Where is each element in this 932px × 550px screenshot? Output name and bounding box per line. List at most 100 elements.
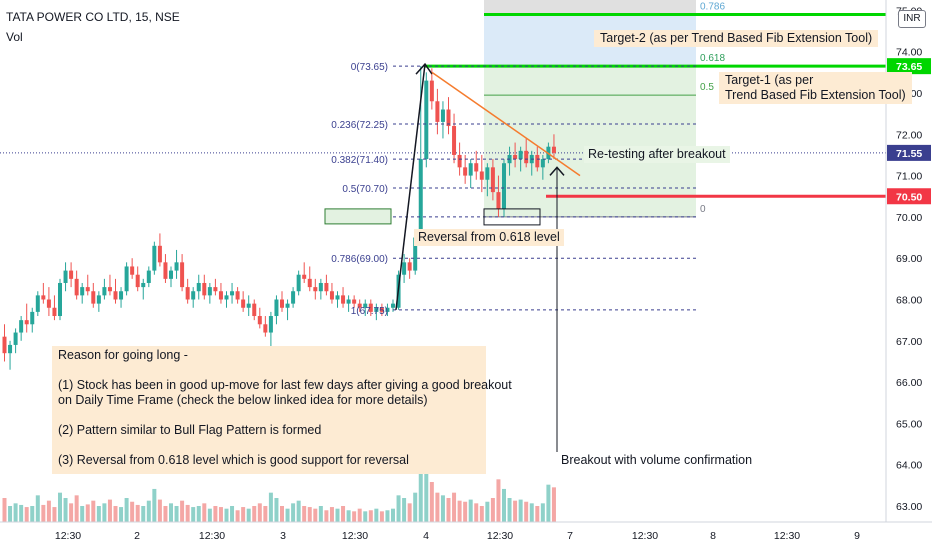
candle-body-19 xyxy=(107,287,112,292)
candle-body-41 xyxy=(230,291,235,296)
currency-button[interactable]: INR xyxy=(898,10,926,28)
volume-label: Vol xyxy=(6,30,23,44)
reason-1: (1) Stock has been in good up-move for l… xyxy=(58,378,512,392)
candle-body-14 xyxy=(80,287,85,296)
candle-body-34 xyxy=(191,291,196,300)
volume-bar-57 xyxy=(318,506,323,522)
candle-body-96 xyxy=(535,154,540,168)
price-tick-3: 66.00 xyxy=(896,377,922,389)
candle-body-0 xyxy=(2,336,7,354)
candle-body-68 xyxy=(379,307,384,312)
zone-top xyxy=(484,0,696,15)
candle-body-33 xyxy=(185,287,190,300)
candle-body-81 xyxy=(452,126,457,155)
candle-body-7 xyxy=(41,295,46,300)
candle-body-56 xyxy=(313,287,318,292)
volume-bar-30 xyxy=(169,503,173,522)
candle-body-15 xyxy=(85,287,90,292)
candle-body-29 xyxy=(163,262,168,279)
candle-body-35 xyxy=(196,282,201,292)
volume-bar-19 xyxy=(107,499,112,522)
price-badge-0 xyxy=(887,144,931,161)
volume-bar-60 xyxy=(335,508,340,522)
volume-bar-48 xyxy=(268,492,273,522)
price-tick-4: 67.00 xyxy=(896,336,922,348)
trend-line xyxy=(431,71,581,177)
price-tick-0: 63.00 xyxy=(896,501,922,513)
candle-body-40 xyxy=(224,295,229,300)
candle-body-74 xyxy=(413,237,418,271)
candle-body-69 xyxy=(385,307,390,312)
volume-bar-58 xyxy=(324,510,329,522)
volume-bar-95 xyxy=(529,503,534,522)
volume-bar-99 xyxy=(551,487,556,522)
fib-ext-label-3: 0 xyxy=(700,204,706,215)
volume-bar-53 xyxy=(296,500,301,522)
fib-ret-label-6: 1(67.75) xyxy=(351,306,388,317)
volume-bar-94 xyxy=(524,501,529,522)
candle-body-27 xyxy=(152,245,157,271)
volume-bar-18 xyxy=(102,503,107,522)
volume-bar-88 xyxy=(490,498,495,522)
candle-body-64 xyxy=(357,303,362,308)
volume-bar-89 xyxy=(496,479,501,522)
price-tick-11: 74.00 xyxy=(896,47,922,59)
volume-bar-73 xyxy=(407,503,412,522)
candle-body-23 xyxy=(130,266,135,275)
price-tick-9: 72.00 xyxy=(896,129,922,141)
candle-body-58 xyxy=(324,282,329,292)
candle-body-51 xyxy=(285,303,290,308)
volume-bar-7 xyxy=(41,504,46,522)
volume-bar-77 xyxy=(429,482,434,522)
candle-body-9 xyxy=(52,307,57,317)
reason-2: (2) Pattern similar to Bull Flag Pattern… xyxy=(58,423,322,437)
volume-bar-54 xyxy=(302,506,307,522)
volume-bars xyxy=(2,399,556,522)
candle-body-79 xyxy=(440,109,445,122)
volume-bar-40 xyxy=(224,508,229,522)
volume-bar-25 xyxy=(141,506,146,522)
price-tick-1: 64.00 xyxy=(896,460,922,472)
fib-ext-label-0: 0.786 xyxy=(700,2,725,13)
drawings: 0(73.65) 0.236(72.25) 0.382(71.40) 0.5(70.7… xyxy=(324,62,696,452)
volume-bar-87 xyxy=(485,501,490,522)
volume-bar-83 xyxy=(463,501,468,522)
volume-bar-24 xyxy=(135,504,140,522)
candle-body-78 xyxy=(435,101,440,122)
candle-body-10 xyxy=(58,282,62,317)
volume-bar-61 xyxy=(341,506,346,522)
fib-ret-label-0: 0(73.65) xyxy=(351,62,388,73)
volume-bar-16 xyxy=(91,500,96,522)
volume-bar-23 xyxy=(130,501,135,522)
volume-bar-38 xyxy=(213,506,218,522)
price-badge-text-1: 73.65 xyxy=(896,61,922,73)
time-axis: 12:30 2 12:30 3 12:30 4 12:30 7 12:30 8 12:30 9 xyxy=(0,521,932,550)
volume-bar-39 xyxy=(218,507,223,522)
volume-bar-91 xyxy=(507,498,512,522)
candle-body-32 xyxy=(180,262,185,288)
volume-bar-46 xyxy=(257,503,262,522)
time-tick-2: 12:30 xyxy=(199,530,225,542)
candles xyxy=(2,66,556,370)
candle-body-37 xyxy=(207,287,212,296)
time-tick-5: 4 xyxy=(423,530,429,542)
candle-body-89 xyxy=(496,192,501,209)
candle-body-20 xyxy=(113,291,118,300)
candle-body-12 xyxy=(69,270,74,279)
candle-body-86 xyxy=(479,171,484,180)
candle-body-5 xyxy=(30,311,35,325)
volume-bar-80 xyxy=(446,498,451,522)
volume-bar-64 xyxy=(357,508,362,522)
volume-bar-70 xyxy=(391,508,395,522)
candle-body-49 xyxy=(274,299,279,317)
volume-bar-45 xyxy=(252,506,257,522)
reversal-note: Reversal from 0.618 level xyxy=(414,229,564,246)
candle-body-99 xyxy=(551,146,556,153)
volume-bar-96 xyxy=(535,506,540,522)
breakout-note: Breakout with volume confirmation xyxy=(557,452,757,469)
volume-bar-68 xyxy=(379,511,384,522)
volume-bar-44 xyxy=(246,508,251,522)
candle-body-30 xyxy=(169,270,173,279)
time-axis-bg xyxy=(0,522,932,550)
